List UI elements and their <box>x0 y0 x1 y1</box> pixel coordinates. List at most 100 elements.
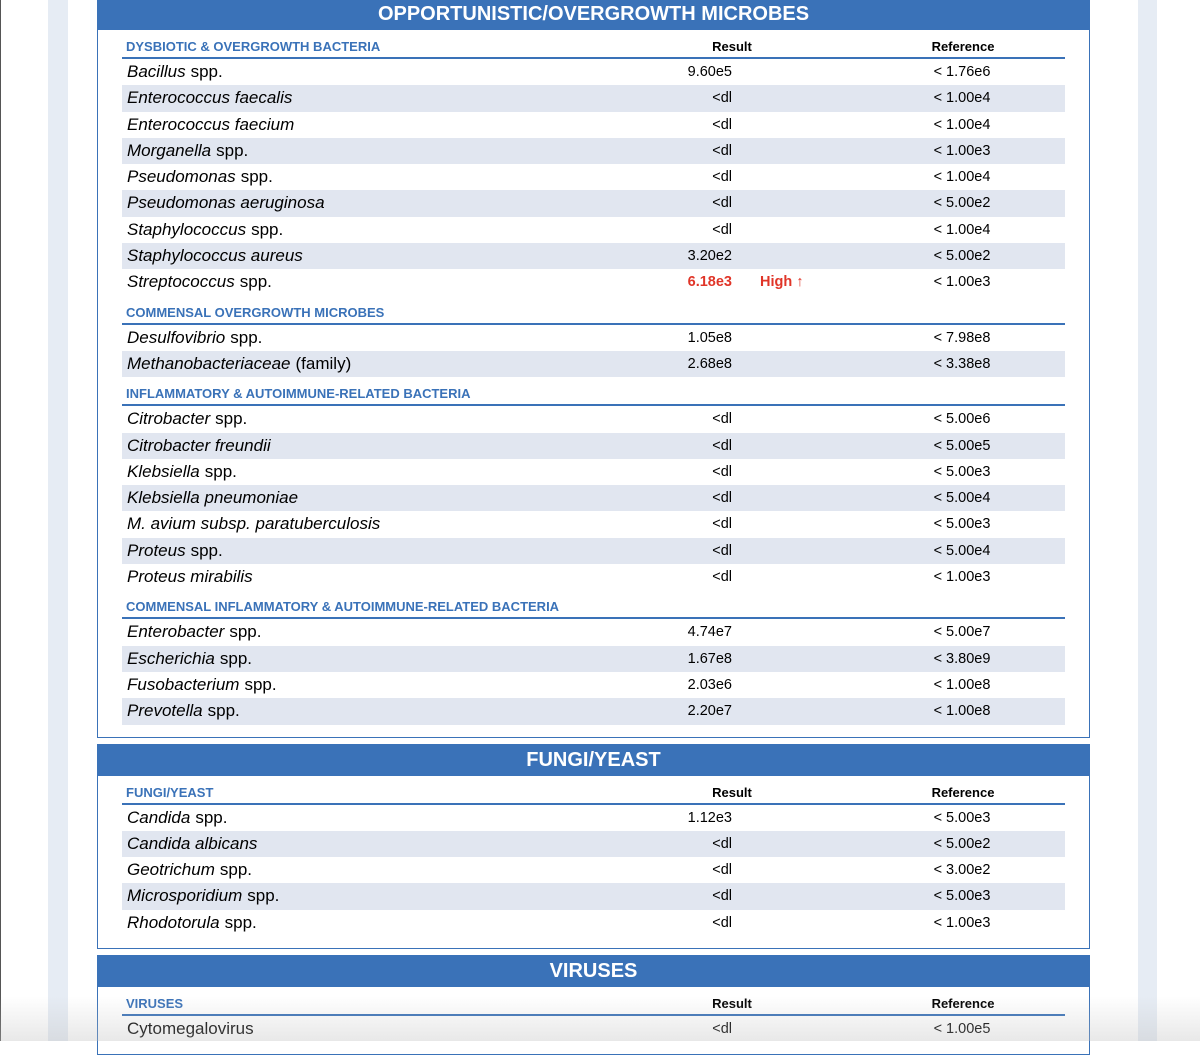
name-part: spp. <box>251 219 284 239</box>
name-part: Bacillus <box>127 62 186 81</box>
name-part: Morganella <box>127 140 212 160</box>
organism-name: Bacillus spp. <box>127 59 223 85</box>
result-row: Enterococcus faecium <dl < 1.00e4 <box>122 112 1065 138</box>
result-row: Klebsiella spp. <dl < 5.00e3 <box>122 459 1065 485</box>
name-part: Pseudomonas <box>127 167 236 187</box>
window-edge <box>0 0 1 1041</box>
result-row: Rhodotorula spp. <dl < 1.00e3 <box>122 910 1065 936</box>
section-title: VIRUSES <box>97 955 1090 988</box>
section-title: FUNGI/YEAST <box>97 743 1090 776</box>
name-part: Prevotella <box>127 701 203 721</box>
name-part: Geotrichum <box>127 860 215 880</box>
organism-name: Escherichia spp. <box>127 646 252 672</box>
name-part: Candida <box>127 807 191 827</box>
reference-range: < 1.00e4 <box>933 169 991 186</box>
result-row: Pseudomonas spp. <dl < 1.00e4 <box>122 164 1065 190</box>
result-value: <dl <box>712 463 732 480</box>
group-heading: COMMENSAL INFLAMMATORY & AUTOIMMUNE-RELA… <box>126 599 560 615</box>
result-value: 9.60e5 <box>687 64 732 80</box>
result-row: M. avium subsp. paratuberculosis <dl < 5.0… <box>122 511 1065 537</box>
reference-range: < 3.80e9 <box>933 650 991 667</box>
result-group: INFLAMMATORY & AUTOIMMUNE-RELATED BACTER… <box>122 377 1065 590</box>
reference-range: < 5.00e4 <box>933 490 991 507</box>
organism-name: Prevotella spp. <box>127 698 240 724</box>
result-group: FUNGI/YEAST Result Reference Candida spp. 1.1… <box>122 776 1065 936</box>
name-part: Proteus mirabilis <box>127 567 253 587</box>
organism-name: Cytomegalovirus <box>127 1016 254 1042</box>
result-row: Desulfovibrio spp. 1.05e8 < 7.98e8 <box>122 325 1065 351</box>
result-value: <dl <box>712 490 732 507</box>
organism-name: Candida spp. <box>127 805 227 831</box>
name-part: spp. <box>215 409 248 429</box>
organism-name: Staphylococcus spp. <box>127 217 283 243</box>
group-header: VIRUSES Result Reference <box>122 987 1065 1017</box>
group-header: FUNGI/YEAST Result Reference <box>122 776 1065 805</box>
name-part: Klebsiella pneumoniae <box>127 488 299 508</box>
result-row: Microsporidium spp. <dl < 5.00e3 <box>122 883 1065 910</box>
name-part: spp. <box>195 807 228 827</box>
reference-range: < 1.00e3 <box>933 914 991 931</box>
group-heading: DYSBIOTIC & OVERGROWTH BACTERIA <box>126 39 381 54</box>
reference-range: < 5.00e3 <box>933 809 991 826</box>
result-value: 6.18e3 <box>687 274 732 291</box>
result-value: <dl <box>712 221 732 238</box>
reference-range: < 1.00e3 <box>933 274 991 291</box>
page-margin <box>48 0 68 1041</box>
organism-name: M. avium subsp. paratuberculosis <box>127 511 380 537</box>
name-part: spp. <box>216 140 249 160</box>
result-row: Methanobacteriaceae (family) 2.68e8 < 3.38e… <box>122 350 1065 378</box>
result-value: 1.67e8 <box>687 650 732 667</box>
result-value: 3.20e2 <box>687 248 732 265</box>
group-heading: INFLAMMATORY & AUTOIMMUNE-RELATED BACTER… <box>126 386 471 402</box>
group-rows: Citrobacter spp. <dl < 5.00e6 Citrobacter fr… <box>122 406 1065 590</box>
name-part: Staphylococcus <box>127 219 247 239</box>
reference-range: < 1.00e4 <box>933 221 991 238</box>
result-group: VIRUSES Result Reference Cytomegalovirus <dl… <box>122 987 1065 1042</box>
name-part: Enterococcus faecalis <box>127 88 293 108</box>
result-row: Morganella spp. <dl < 1.00e3 <box>122 137 1065 165</box>
reference-range: < 3.38e8 <box>933 355 991 372</box>
result-row: Citrobacter spp. <dl < 5.00e6 <box>122 406 1065 432</box>
result-value: <dl <box>712 542 732 559</box>
name-part: spp. <box>240 167 273 187</box>
reference-range: < 1.00e3 <box>933 142 991 159</box>
result-row: Enterococcus faecalis <dl < 1.00e4 <box>122 85 1065 112</box>
group-rows: Enterobacter spp. 4.74e7 < 5.00e7 Escherichi… <box>122 619 1065 725</box>
result-value: 4.74e7 <box>687 624 732 641</box>
result-group: COMMENSAL OVERGROWTH MICROBES Desulfovibr… <box>122 296 1065 378</box>
result-row: Enterobacter spp. 4.74e7 < 5.00e7 <box>122 619 1065 645</box>
reference-range: < 1.00e3 <box>933 569 991 586</box>
organism-name: Fusobacterium spp. <box>127 672 277 698</box>
name-part: spp. <box>204 461 237 481</box>
result-row: Klebsiella pneumoniae <dl < 5.00e4 <box>122 485 1065 512</box>
organism-name: Morganella spp. <box>127 138 248 164</box>
section: OPPORTUNISTIC/OVERGROWTH MICROBES DYSBIOT… <box>97 0 1090 738</box>
name-part: spp. <box>247 886 280 906</box>
result-value: <dl <box>712 516 732 533</box>
section-title: OPPORTUNISTIC/OVERGROWTH MICROBES <box>97 0 1090 30</box>
name-part: Rhodotorula <box>127 912 220 932</box>
result-value: <dl <box>712 411 732 428</box>
result-row: Geotrichum spp. <dl < 3.00e2 <box>122 857 1065 883</box>
result-value: 2.03e6 <box>687 676 732 693</box>
result-row: Cytomegalovirus <dl < 1.00e5 <box>122 1016 1065 1042</box>
group-rows: Bacillus spp. 9.60e5 < 1.76e6 Enterococcus f… <box>122 59 1065 296</box>
result-value: <dl <box>712 862 732 879</box>
result-value: <dl <box>712 1021 732 1038</box>
name-part: Streptococcus <box>127 272 235 292</box>
result-value: <dl <box>712 835 732 852</box>
name-part: Pseudomonas aeruginosa <box>127 193 325 213</box>
result-row: Proteus mirabilis <dl < 1.00e3 <box>122 564 1065 590</box>
organism-name: Rhodotorula spp. <box>127 910 257 936</box>
result-row: Candida albicans <dl < 5.00e2 <box>122 830 1065 858</box>
reference-range: < 5.00e3 <box>933 888 991 905</box>
report: OPPORTUNISTIC/OVERGROWTH MICROBES DYSBIOT… <box>97 0 1090 1061</box>
reference-range: < 1.00e4 <box>933 116 991 133</box>
column-header: Reference <box>931 996 995 1012</box>
name-part: Citrobacter freundii <box>127 435 271 455</box>
reference-range: < 5.00e2 <box>933 835 991 852</box>
column-header: Result <box>712 996 752 1012</box>
reference-range: < 1.76e6 <box>933 64 991 80</box>
name-part: spp. <box>219 860 253 880</box>
